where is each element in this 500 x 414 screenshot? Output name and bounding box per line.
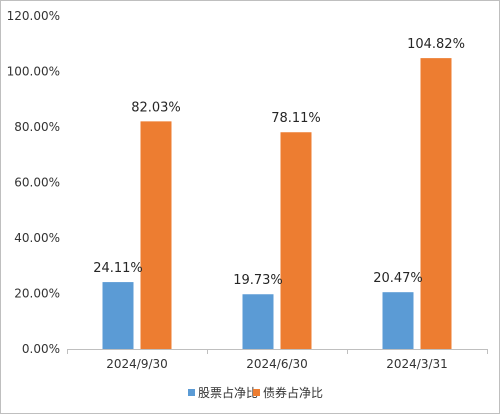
bar (140, 121, 172, 349)
y-tick-label: 60.00% (14, 176, 60, 190)
bars (102, 58, 452, 349)
legend-swatch (188, 389, 195, 396)
y-tick-label: 40.00% (14, 231, 60, 245)
bar (420, 58, 452, 349)
bar (102, 282, 134, 349)
x-axis: 2024/9/30 2024/6/30 2024/3/31 (67, 349, 488, 371)
x-tick-label: 2024/9/30 (106, 357, 168, 371)
x-tick-label: 2024/6/30 (246, 357, 308, 371)
data-label: 24.11% (93, 261, 143, 276)
y-tick-label: 0.00% (22, 342, 60, 356)
data-label: 20.47% (373, 271, 423, 286)
data-label: 82.03% (131, 100, 181, 115)
data-label: 104.82% (407, 37, 465, 52)
legend-label: 债券占净比 (263, 385, 323, 400)
legend: 股票占净比 债券占净比 (188, 385, 323, 400)
legend-swatch (253, 389, 260, 396)
x-tick-label: 2024/3/31 (386, 357, 448, 371)
data-label: 78.11% (271, 111, 321, 126)
data-label: 19.73% (233, 273, 283, 288)
data-labels: 24.11% 19.73% 20.47% 82.03% 78.11% 104.82% (93, 37, 465, 288)
y-tick-label: 120.00% (7, 9, 60, 23)
bar (280, 132, 312, 349)
legend-label: 股票占净比 (198, 385, 258, 400)
y-axis-ticks: 0.00% 20.00% 40.00% 60.00% 80.00% 100.00% 120.… (7, 9, 60, 356)
y-tick-label: 80.00% (14, 120, 60, 134)
y-tick-label: 100.00% (7, 65, 60, 79)
y-tick-label: 20.00% (14, 287, 60, 301)
bar (382, 292, 414, 349)
bar (242, 294, 274, 349)
